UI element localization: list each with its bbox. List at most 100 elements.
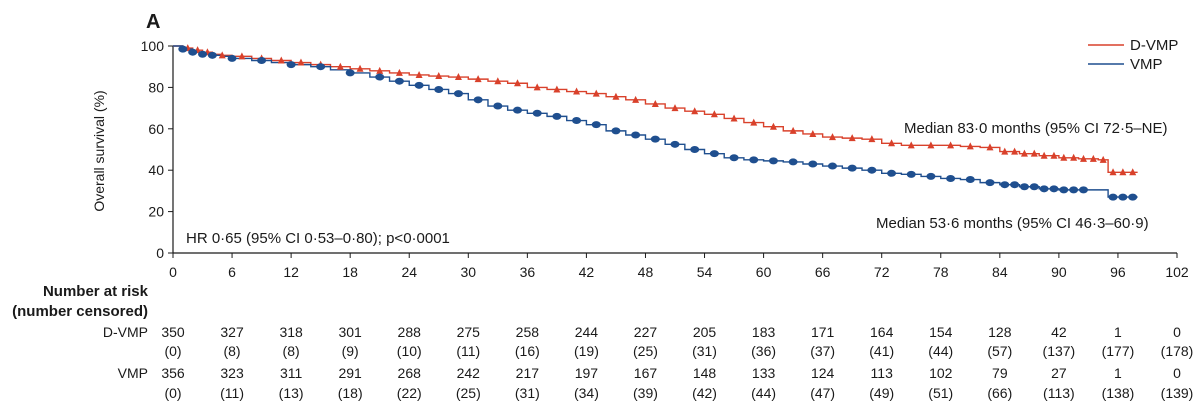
censored-count-dvmp: (57) (987, 343, 1012, 359)
censor-mark-vmp (1039, 185, 1049, 193)
censored-count-dvmp: (44) (928, 343, 953, 359)
censored-count-vmp: (47) (810, 385, 835, 401)
censored-count-vmp: (113) (1043, 385, 1075, 401)
censor-mark-dvmp (927, 141, 935, 149)
risk-count-dvmp: 42 (1051, 324, 1067, 340)
censor-mark-dvmp (1109, 168, 1117, 176)
censor-mark-dvmp (356, 64, 364, 72)
censor-mark-dvmp (809, 129, 817, 137)
censor-mark-vmp (611, 127, 621, 135)
censor-mark-vmp (1000, 181, 1010, 189)
hr-annotation: HR 0·65 (95% CI 0·53–0·80); p<0·0001 (186, 230, 450, 247)
risk-row-label-vmp: VMP (118, 365, 148, 381)
censor-mark-vmp (572, 117, 582, 125)
x-tick-label: 78 (933, 264, 949, 280)
risk-count-dvmp: 244 (575, 324, 599, 340)
censored-count-vmp: (42) (692, 385, 717, 401)
censor-mark-vmp (867, 166, 877, 174)
risk-count-vmp: 167 (634, 365, 658, 381)
censor-mark-vmp (1118, 193, 1128, 201)
vmp-median-annotation: Median 53·6 months (95% CI 46·3–60·9) (876, 215, 1149, 232)
risk-table: D-VMP 350 327 318 301 288 275 258 244 227 205 183 17… (103, 324, 1193, 401)
censor-mark-vmp (887, 169, 897, 177)
censor-mark-dvmp (474, 75, 482, 83)
censor-mark-dvmp (947, 141, 955, 149)
censor-mark-vmp (827, 162, 837, 170)
censored-count-dvmp: (178) (1161, 343, 1194, 359)
risk-table-subheading: (number censored) (12, 303, 148, 320)
censor-mark-dvmp (769, 122, 777, 130)
dvmp-median-annotation: Median 83·0 months (95% CI 72·5–NE) (904, 120, 1167, 137)
censor-mark-vmp (188, 48, 198, 56)
censored-count-vmp: (49) (869, 385, 894, 401)
censored-count-dvmp: (41) (869, 343, 894, 359)
risk-count-vmp: 113 (871, 365, 894, 381)
y-tick-label: 0 (156, 245, 164, 261)
censored-count-vmp: (22) (397, 385, 422, 401)
censor-mark-vmp (552, 112, 562, 120)
risk-count-dvmp: 0 (1173, 324, 1181, 340)
censor-mark-vmp (808, 160, 818, 168)
x-tick-label: 90 (1051, 264, 1067, 280)
censored-count-dvmp: (11) (456, 343, 480, 359)
censor-mark-dvmp (336, 62, 344, 70)
censor-mark-vmp (345, 69, 355, 77)
censor-mark-dvmp (592, 89, 600, 97)
censor-mark-vmp (768, 157, 778, 165)
risk-count-dvmp: 205 (693, 324, 717, 340)
censored-count-vmp: (13) (279, 385, 304, 401)
risk-count-vmp: 311 (280, 365, 303, 381)
risk-count-vmp: 133 (752, 365, 776, 381)
censor-mark-vmp (1010, 181, 1020, 189)
censor-mark-dvmp (1060, 153, 1068, 161)
survival-curve-dvmp (173, 45, 1138, 173)
censor-mark-dvmp (514, 79, 522, 87)
censor-mark-vmp (513, 106, 523, 114)
x-tick-label: 72 (874, 264, 890, 280)
censor-mark-vmp (375, 73, 385, 81)
risk-count-vmp: 79 (992, 365, 1008, 381)
censor-mark-vmp (453, 90, 463, 98)
censored-count-dvmp: (31) (692, 343, 717, 359)
risk-count-vmp: 291 (338, 365, 362, 381)
x-tick-label: 42 (579, 264, 595, 280)
censor-mark-vmp (532, 109, 542, 117)
x-tick-label: 66 (815, 264, 831, 280)
censor-mark-dvmp (1099, 155, 1107, 163)
censor-mark-vmp (198, 50, 208, 58)
censor-mark-dvmp (533, 83, 541, 91)
risk-count-dvmp: 318 (279, 324, 303, 340)
censored-count-dvmp: (8) (283, 343, 300, 359)
censor-mark-dvmp (395, 68, 403, 76)
censored-count-vmp: (25) (456, 385, 481, 401)
censored-count-dvmp: (25) (633, 343, 658, 359)
censor-mark-dvmp (573, 87, 581, 95)
censor-mark-vmp (650, 135, 660, 143)
y-tick-label: 60 (148, 121, 164, 137)
censor-mark-vmp (1128, 193, 1138, 201)
censor-mark-vmp (1029, 183, 1039, 191)
censor-mark-vmp (286, 61, 296, 69)
legend-label-vmp: VMP (1130, 56, 1163, 73)
censored-count-vmp: (34) (574, 385, 599, 401)
censored-count-dvmp: (37) (810, 343, 835, 359)
x-tick-label: 48 (638, 264, 654, 280)
risk-count-dvmp: 1 (1114, 324, 1122, 340)
censor-mark-vmp (965, 176, 975, 184)
censor-mark-dvmp (1040, 151, 1048, 159)
censor-mark-vmp (434, 85, 444, 93)
censored-count-dvmp: (19) (574, 343, 599, 359)
censor-mark-dvmp (454, 73, 462, 81)
censor-mark-dvmp (1089, 154, 1097, 162)
censor-mark-dvmp (1011, 147, 1019, 155)
risk-count-vmp: 1 (1114, 365, 1122, 381)
risk-row-label-dvmp: D-VMP (103, 324, 148, 340)
censored-count-vmp: (11) (220, 385, 244, 401)
censor-mark-dvmp (671, 104, 679, 112)
censor-mark-dvmp (828, 133, 836, 141)
censor-mark-vmp (207, 51, 217, 59)
risk-count-dvmp: 350 (161, 324, 185, 340)
censor-mark-vmp (178, 45, 188, 53)
risk-count-dvmp: 227 (634, 324, 658, 340)
censored-count-vmp: (44) (751, 385, 776, 401)
